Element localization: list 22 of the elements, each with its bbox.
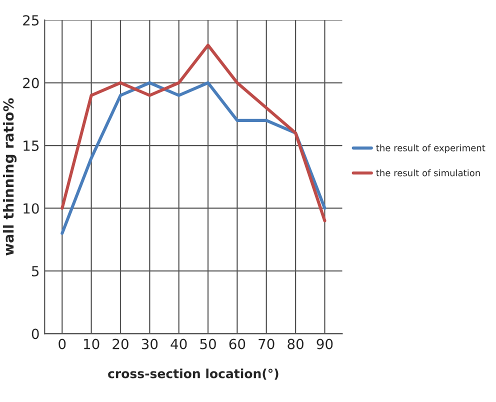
x-tick-label: 30 bbox=[142, 338, 158, 350]
legend-label: the result of simulation bbox=[376, 169, 480, 176]
x-tick-label: 60 bbox=[229, 338, 246, 350]
line-series bbox=[60, 81, 326, 235]
x-tick-label: 70 bbox=[258, 338, 274, 350]
y-tick-label: 0 bbox=[32, 328, 39, 340]
legend-label: the result of experiment bbox=[376, 144, 486, 154]
x-axis-title: cross-section location(°) bbox=[108, 368, 278, 380]
y-tick-label: 20 bbox=[23, 78, 39, 88]
y-tick-label: 5 bbox=[32, 266, 39, 276]
x-tick-label: 20 bbox=[112, 338, 128, 350]
y-axis-title: wall thinning ratio% bbox=[3, 98, 17, 256]
x-tick-label: 80 bbox=[288, 338, 304, 350]
y-tick-label: 25 bbox=[23, 15, 39, 26]
line-series bbox=[60, 44, 326, 222]
y-tick-label: 15 bbox=[24, 140, 39, 151]
x-tick-label: 0 bbox=[58, 338, 66, 350]
x-tick-label: 90 bbox=[316, 338, 333, 350]
x-tick-label: 40 bbox=[170, 338, 187, 350]
x-tick-label: 10 bbox=[84, 338, 100, 350]
x-tick-label: 50 bbox=[200, 338, 216, 350]
y-tick-label: 10 bbox=[24, 203, 39, 214]
